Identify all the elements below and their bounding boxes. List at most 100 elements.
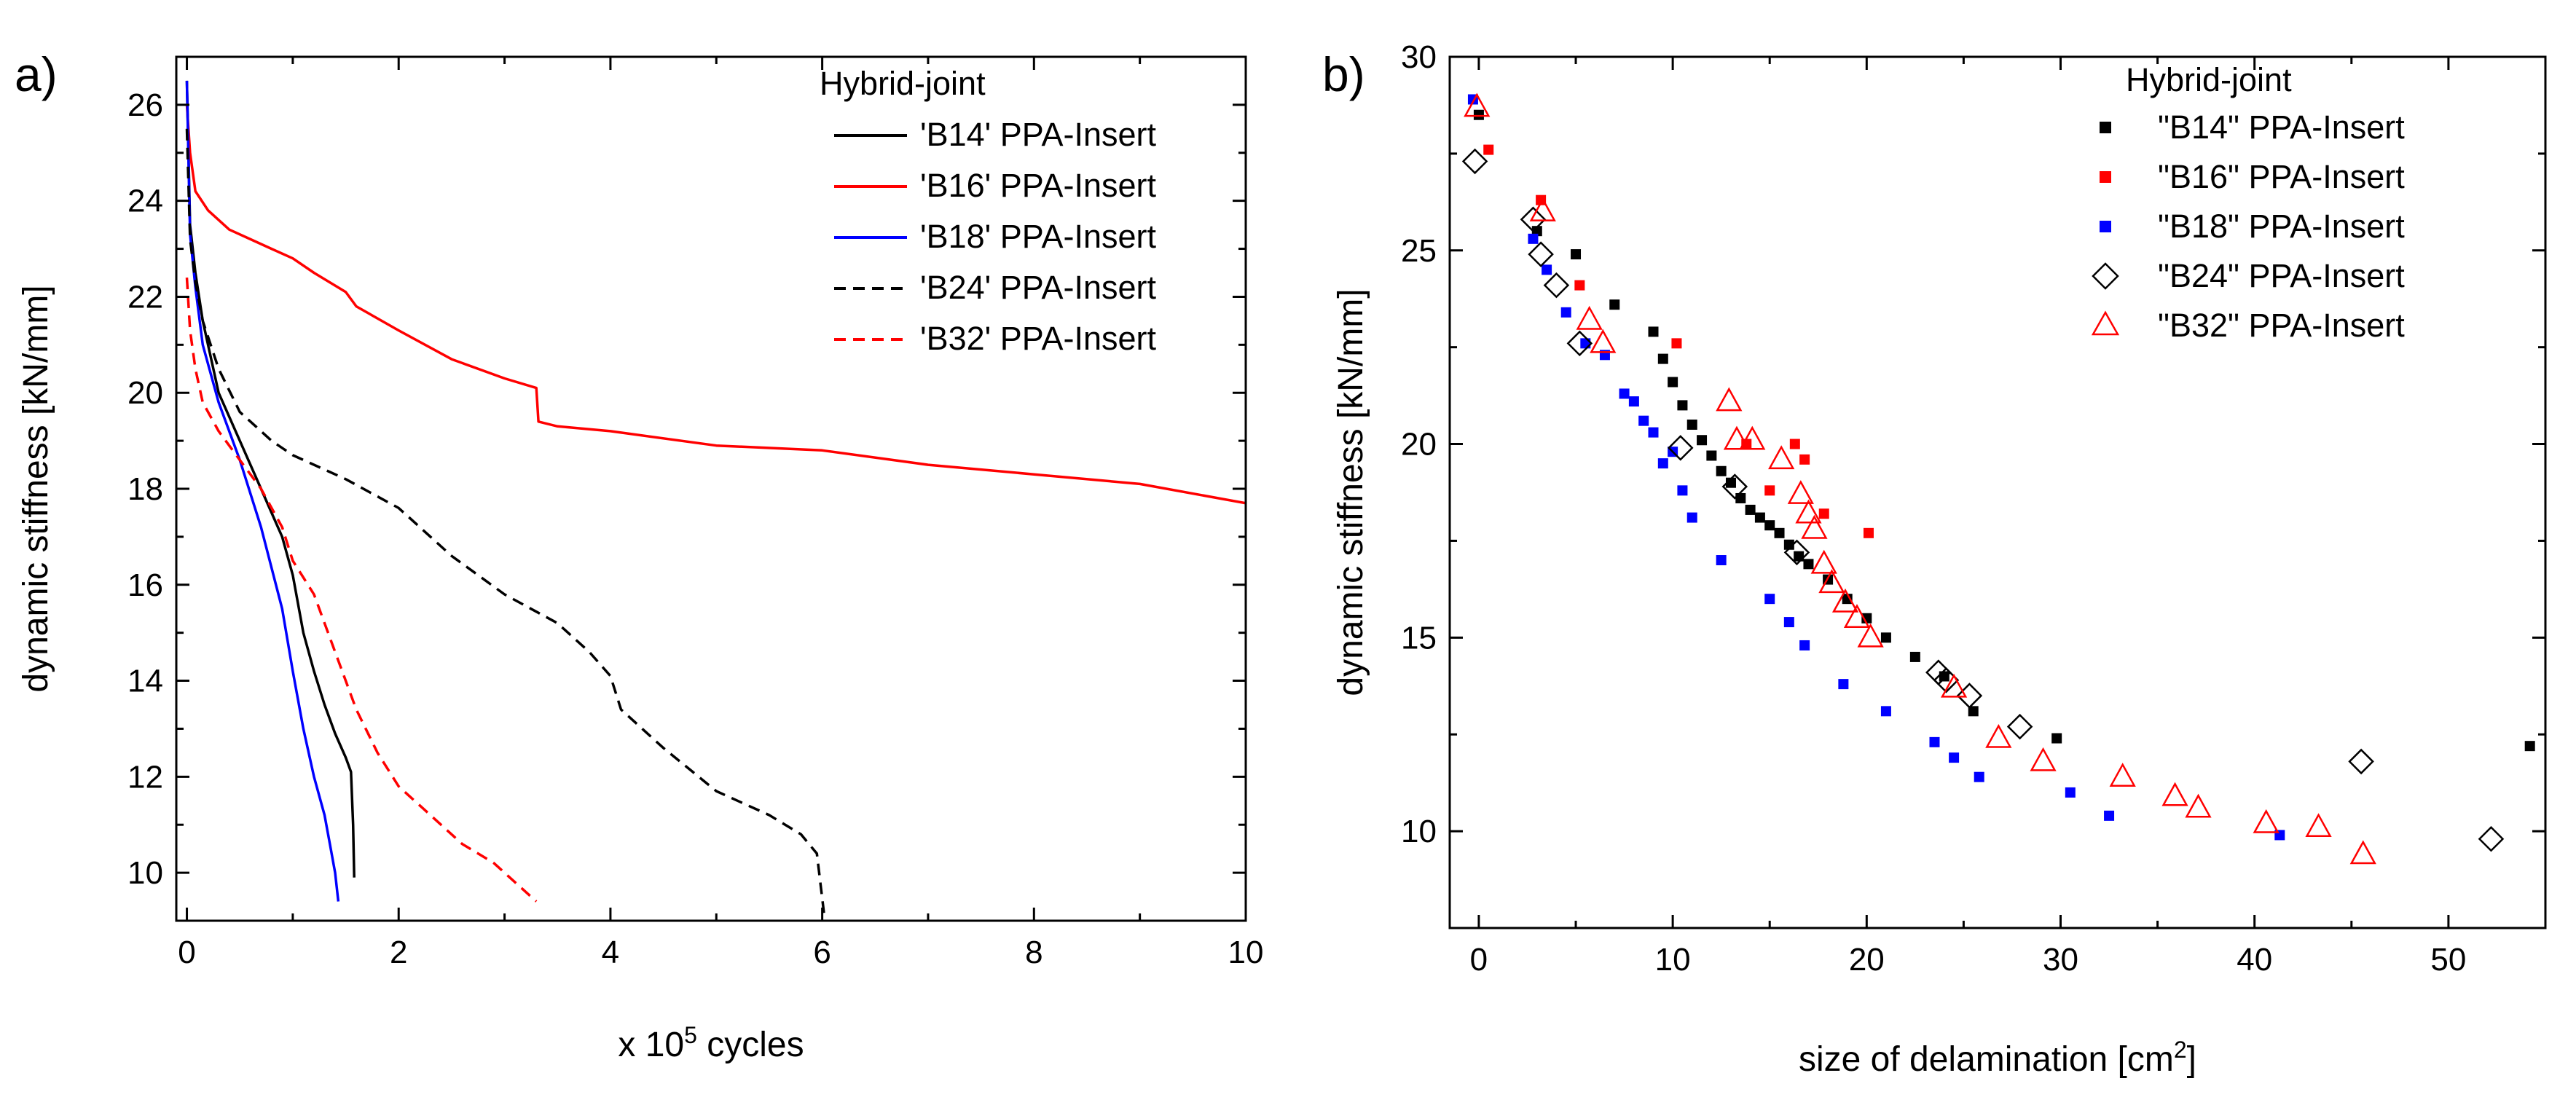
panel-b-legend: Hybrid-joint "B14" PPA-Insert "B16" PPA-I… xyxy=(2091,61,2405,344)
panel-b-point-b16-ppa-insert xyxy=(1671,338,1682,349)
panel-a-ylabel: dynamic stiffness [kN/mm] xyxy=(17,285,55,692)
panel-b-point-b18-ppa-insert xyxy=(1619,388,1630,399)
panel-b-point-b14-ppa-insert xyxy=(1706,450,1717,461)
panel-b-point-b14-ppa-insert xyxy=(1648,326,1659,337)
panel-b-point-b14-ppa-insert xyxy=(1609,299,1620,310)
panel-b-axes: 0 10 20 30 40 50 10 15 20 25 30 xyxy=(1401,39,2547,978)
panel-b-point-b32-ppa-insert xyxy=(2349,840,2376,865)
panel-b-point-b24-ppa-insert xyxy=(1566,330,1593,357)
panel-b-point-b32-ppa-insert xyxy=(1739,425,1766,450)
panel-b-point-b24-ppa-insert xyxy=(1668,435,1694,461)
panel-b-legend-swatch-b24-ppa-insert xyxy=(2092,262,2119,290)
panel-b-point-b14-ppa-insert xyxy=(1794,551,1805,562)
panel-b-xlabel: size of delamination [cm2] xyxy=(1799,1037,2196,1079)
panel-b-xtick-label: 20 xyxy=(1849,942,1885,978)
panel-b-point-b18-ppa-insert xyxy=(1974,771,1984,782)
panel-b-point-b24-ppa-insert xyxy=(1520,206,1547,233)
panel-b-point-b14-ppa-insert xyxy=(1803,559,1814,570)
panel-b-point-b14-ppa-insert xyxy=(1716,465,1727,476)
panel-b-point-b32-ppa-insert xyxy=(1831,588,1859,613)
panel-b-point-b32-ppa-insert xyxy=(1576,305,1603,330)
panel-b: b) 0 10 20 30 40 50 10 15 20 25 30 dynamic stiffne… xyxy=(1322,39,2547,1079)
panel-a-xlabel: x 105 cycles xyxy=(618,1022,804,1064)
panel-a-legend-title: Hybrid-joint xyxy=(820,65,986,102)
panel-a-ytick-label: 22 xyxy=(127,279,163,315)
panel-b-ytick-label: 30 xyxy=(1401,39,1437,75)
panel-a-legend-label-b24-ppa-insert: 'B24' PPA-Insert xyxy=(920,269,1156,306)
panel-b-point-b16-ppa-insert xyxy=(1818,508,1829,519)
panel-b-point-b24-ppa-insert xyxy=(1461,148,1488,175)
panel-b-point-b18-ppa-insert xyxy=(2065,787,2076,798)
panel-a-legend-label-b18-ppa-insert: 'B18' PPA-Insert xyxy=(920,218,1156,255)
panel-a-xtick-label: 2 xyxy=(390,935,407,970)
panel-b-point-b32-ppa-insert xyxy=(1818,569,1845,594)
panel-b-point-b24-ppa-insert xyxy=(1783,539,1810,566)
panel-b-point-b14-ppa-insert xyxy=(1861,613,1872,624)
panel-b-point-b24-ppa-insert xyxy=(2348,748,2374,775)
panel-b-point-b14-ppa-insert xyxy=(2524,741,2535,752)
panel-b-point-b18-ppa-insert xyxy=(1880,706,1891,717)
panel-a-xtick-label: 10 xyxy=(1228,935,1264,970)
panel-b-legend-label-b16-ppa-insert: "B16" PPA-Insert xyxy=(2158,158,2405,195)
panel-b-point-b14-ppa-insert xyxy=(1657,353,1668,364)
panel-a-ytick-label: 18 xyxy=(127,471,163,507)
panel-b-point-b18-ppa-insert xyxy=(1783,617,1794,628)
panel-b-point-b32-ppa-insert xyxy=(2030,747,2057,771)
panel-a-xtick-label: 4 xyxy=(602,935,619,970)
panel-b-point-b14-ppa-insert xyxy=(1939,671,1949,682)
panel-a-series-b24-ppa-insert xyxy=(185,128,826,916)
panel-b-point-b32-ppa-insert xyxy=(2161,782,2188,806)
panel-b-point-b16-ppa-insert xyxy=(1789,439,1800,449)
panel-b-point-b14-ppa-insert xyxy=(2051,733,2062,744)
panel-b-point-b18-ppa-insert xyxy=(1628,396,1639,407)
panel-b-point-b18-ppa-insert xyxy=(1716,555,1727,566)
panel-b-point-b14-ppa-insert xyxy=(1754,512,1765,523)
panel-b-point-b16-ppa-insert xyxy=(1483,144,1494,155)
panel-b-legend-swatch-b14-ppa-insert xyxy=(2100,122,2111,133)
panel-b-point-b14-ppa-insert xyxy=(1774,527,1785,538)
panel-b-point-b32-ppa-insert xyxy=(2253,809,2279,833)
panel-b-label: b) xyxy=(1322,47,1365,101)
panel-b-point-b18-ppa-insert xyxy=(1580,338,1591,349)
panel-b-point-b16-ppa-insert xyxy=(1764,485,1775,496)
panel-b-point-b18-ppa-insert xyxy=(1686,512,1697,523)
panel-a-legend: Hybrid-joint 'B14' PPA-Insert 'B16' PPA-I… xyxy=(820,65,1156,357)
panel-a-ytick-label: 26 xyxy=(127,87,163,123)
panel-b-ytick-label: 25 xyxy=(1401,233,1437,269)
panel-a-ytick-label: 12 xyxy=(127,759,163,795)
panel-b-point-b18-ppa-insert xyxy=(1929,736,1940,747)
panel-b-xtick-label: 50 xyxy=(2430,942,2466,978)
panel-a-xtick-label: 0 xyxy=(178,935,195,970)
panel-b-ylabel: dynamic stiffness [kN/mm] xyxy=(1332,288,1370,696)
panel-b-point-b14-ppa-insert xyxy=(1668,377,1678,388)
panel-b-point-b18-ppa-insert xyxy=(1764,594,1775,605)
panel-b-point-b32-ppa-insert xyxy=(1787,480,1814,504)
panel-b-frame xyxy=(1448,55,2547,929)
panel-b-point-b32-ppa-insert xyxy=(2185,793,2212,818)
panel-b-legend-label-b24-ppa-insert: "B24" PPA-Insert xyxy=(2158,257,2405,294)
panel-a-xtick-label: 8 xyxy=(1025,935,1042,970)
panel-b-point-b32-ppa-insert xyxy=(1529,197,1556,221)
panel-b-point-b32-ppa-insert xyxy=(1768,445,1795,470)
panel-b-legend-title: Hybrid-joint xyxy=(2126,61,2292,98)
panel-a-ytick-label: 16 xyxy=(127,567,163,603)
panel-b-legend-swatch-b32-ppa-insert xyxy=(2091,310,2120,336)
panel-b-ytick-label: 15 xyxy=(1401,620,1437,656)
panel-b-point-b24-ppa-insert xyxy=(2478,825,2505,852)
panel-a-ytick-label: 10 xyxy=(127,855,163,891)
panel-b-point-b32-ppa-insert xyxy=(1810,549,1837,574)
panel-b-point-b24-ppa-insert xyxy=(1528,241,1554,267)
panel-b-point-b32-ppa-insert xyxy=(1795,499,1822,524)
panel-b-legend-swatch-b18-ppa-insert xyxy=(2100,221,2111,232)
panel-b-point-b32-ppa-insert xyxy=(1801,514,1828,539)
panel-b-point-b24-ppa-insert xyxy=(1721,473,1748,500)
panel-b-point-b32-ppa-insert xyxy=(1723,425,1751,450)
panel-b-point-b24-ppa-insert xyxy=(1956,683,1983,709)
panel-a-plot-layer xyxy=(185,80,1246,916)
panel-b-point-b16-ppa-insert xyxy=(1863,527,1874,538)
panel-b-xtick-label: 0 xyxy=(1470,942,1488,978)
panel-b-point-b18-ppa-insert xyxy=(1838,679,1849,690)
panel-b-point-b14-ppa-insert xyxy=(1909,651,1920,662)
panel-b-point-b24-ppa-insert xyxy=(2006,713,2033,740)
